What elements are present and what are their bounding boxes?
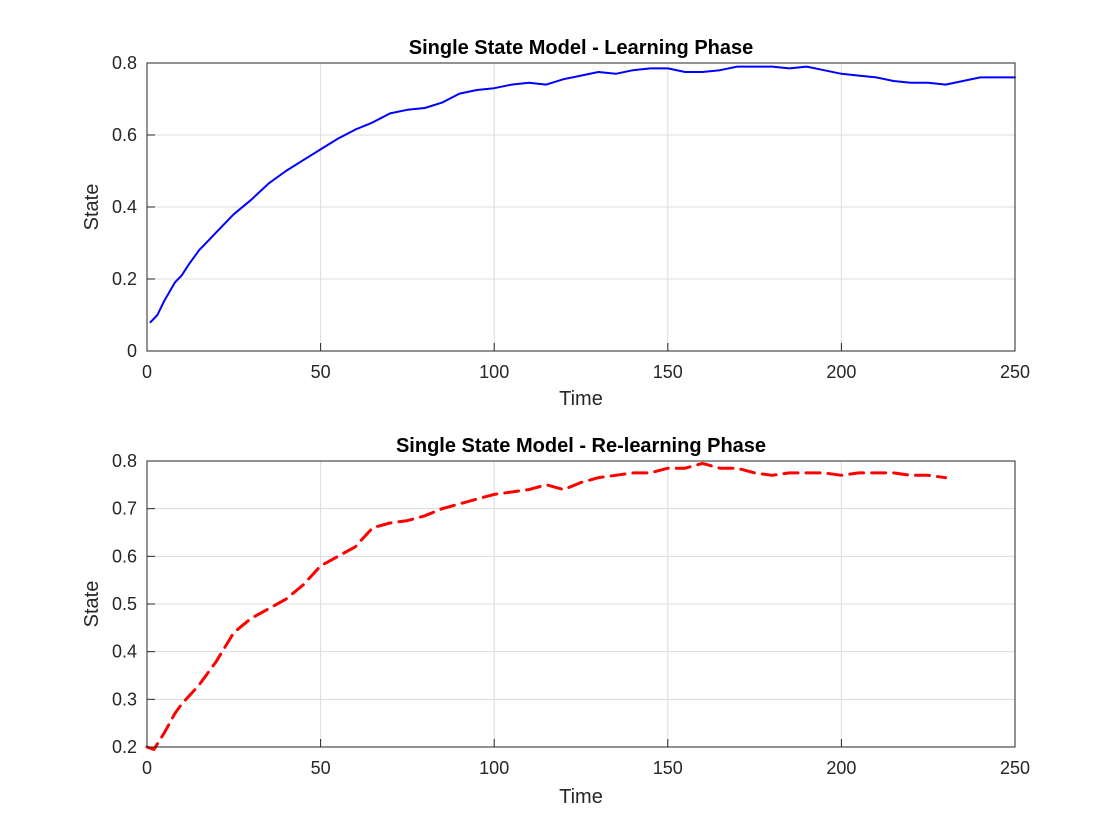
x-tick-label: 250	[1000, 758, 1030, 778]
y-tick-label: 0	[127, 341, 137, 361]
x-tick-labels: 0 50 100 150 200 250	[142, 362, 1030, 382]
y-tick-label: 0.4	[112, 197, 137, 217]
x-tick-label: 150	[653, 758, 683, 778]
x-tick-label: 0	[142, 362, 152, 382]
x-tick-label: 100	[479, 758, 509, 778]
y-tick-labels: 0.2 0.3 0.4 0.5 0.6 0.7 0.8	[112, 451, 137, 757]
relearning-phase-plot: 0 50 100 150 200 250 0.2 0.3 0.4 0.5 0.6 0.7 0.8 Si…	[81, 435, 1030, 808]
x-axis-label: Time	[559, 786, 603, 808]
y-tick-label: 0.8	[112, 53, 137, 73]
x-tick-label: 50	[311, 362, 331, 382]
y-axis-label: State	[81, 581, 103, 628]
learning-phase-plot: 0 50 100 150 200 250 0 0.2 0.4 0.6 0.8 Single Sta…	[81, 37, 1030, 410]
series-line	[149, 65, 1016, 324]
x-axis-label: Time	[559, 388, 603, 410]
y-tick-label: 0.5	[112, 594, 137, 614]
x-tick-label: 150	[653, 362, 683, 382]
y-tick-labels: 0 0.2 0.4 0.6 0.8	[112, 53, 137, 361]
y-tick-label: 0.2	[112, 269, 137, 289]
x-tick-label: 100	[479, 362, 509, 382]
x-tick-label: 200	[826, 362, 856, 382]
y-axis-label: State	[81, 184, 103, 231]
y-tick-label: 0.6	[112, 125, 137, 145]
x-tick-label: 200	[826, 758, 856, 778]
chart-title: Single State Model - Re-learning Phase	[396, 435, 766, 457]
x-tick-label: 0	[142, 758, 152, 778]
x-tick-label: 50	[311, 758, 331, 778]
plot-frame	[146, 460, 1016, 748]
series-layer	[145, 461, 948, 751]
chart-title: Single State Model - Learning Phase	[409, 37, 754, 59]
y-tick-label: 0.6	[112, 546, 137, 566]
series-layer	[149, 65, 1016, 324]
y-tick-label: 0.3	[112, 689, 137, 709]
x-tick-label: 250	[1000, 362, 1030, 382]
y-tick-label: 0.4	[112, 642, 137, 662]
plot-frame	[146, 62, 1016, 352]
y-tick-label: 0.2	[112, 737, 137, 757]
y-tick-label: 0.7	[112, 499, 137, 519]
y-tick-label: 0.8	[112, 451, 137, 471]
x-tick-labels: 0 50 100 150 200 250	[142, 758, 1030, 778]
series-line	[145, 461, 948, 751]
